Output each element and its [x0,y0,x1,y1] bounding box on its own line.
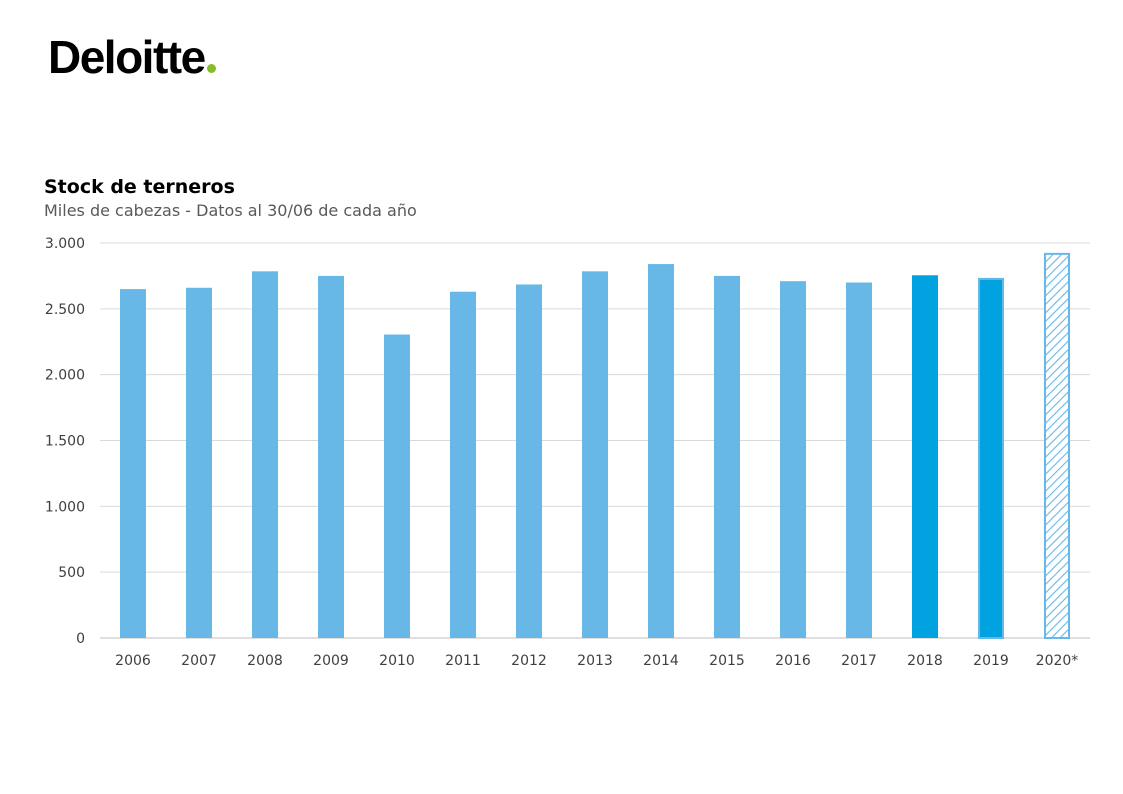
bar-2017 [846,282,872,638]
chart-subtitle: Miles de cabezas - Datos al 30/06 de cad… [44,201,417,220]
x-tick-label: 2006 [115,653,151,669]
bar-2010 [384,334,410,638]
bar-2011 [450,291,476,638]
x-tick-label: 2017 [841,653,877,669]
x-tick-label: 2007 [181,653,217,669]
bar-2012 [516,284,542,638]
bar-2018 [912,275,938,638]
y-tick-label: 2.500 [45,302,85,318]
logo-green-dot [206,64,216,73]
bar-2015 [714,275,740,638]
x-tick-label: 2010 [379,653,415,669]
y-tick-label: 1.000 [45,499,85,515]
y-tick-label: 1.500 [45,434,85,450]
bar-2008 [252,271,278,638]
y-tick-label: 500 [58,565,85,581]
bar-2007 [186,287,212,638]
bar-2016 [780,281,806,638]
x-tick-label: 2012 [511,653,547,669]
chart-title: Stock de terneros [44,176,235,198]
deloitte-logo: Deloitte [48,34,216,80]
x-tick-label: 2009 [313,653,349,669]
x-tick-label: 2008 [247,653,283,669]
x-tick-label: 2019 [973,653,1009,669]
y-tick-label: 2.000 [45,368,85,384]
x-tick-label: 2014 [643,653,679,669]
bar-2013 [582,271,608,638]
x-tick-label: 2018 [907,653,943,669]
bar-2019 [978,277,1004,639]
x-tick-label: 2011 [445,653,481,669]
x-tick-label: 2015 [709,653,745,669]
x-tick-label: 2020* [1036,653,1079,669]
x-tick-label: 2016 [775,653,811,669]
bar-2020 [1044,252,1070,639]
x-tick-label: 2013 [577,653,613,669]
bar-2014 [648,264,674,638]
bar-2009 [318,275,344,638]
y-tick-label: 0 [76,631,85,647]
y-tick-label: 3.000 [45,236,85,252]
bar-2006 [120,289,146,638]
